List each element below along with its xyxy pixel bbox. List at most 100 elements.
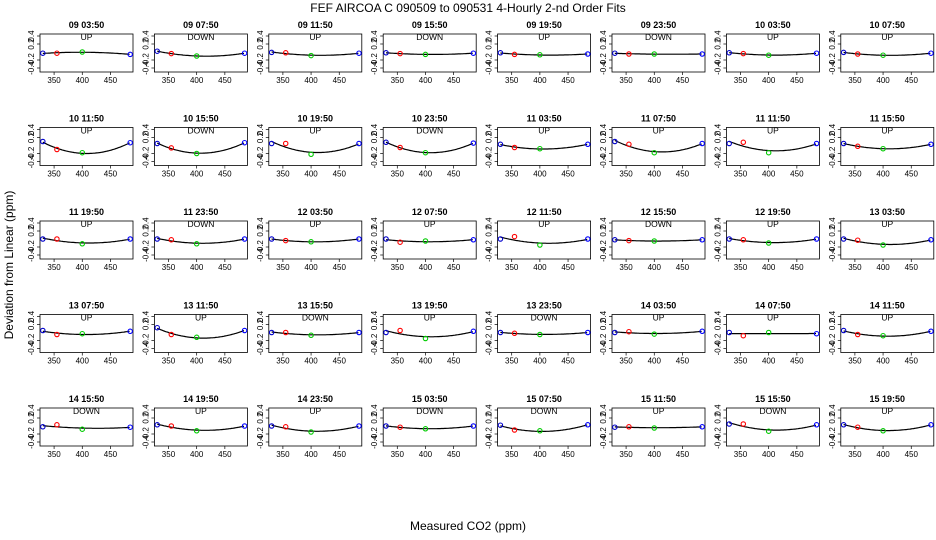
x-tick-label: 450 [905, 263, 919, 272]
y-tick-label: 0.2 [141, 412, 150, 424]
x-tick-label: 400 [419, 170, 433, 179]
y-tick-label: -0.2 [256, 333, 265, 347]
panel-frame [726, 407, 820, 447]
data-point [241, 423, 248, 429]
y-tick-label: -0.4 [599, 61, 608, 75]
y-tick-label: -0.2 [485, 240, 494, 254]
panel: 15 15:50 DOWN 350 400 450 -0.4-0.2 0.20.4 [713, 394, 820, 459]
y-tick-label: -0.4 [141, 154, 150, 168]
y-tick-label: 0.4 [370, 217, 379, 229]
y-tick-label: -0.4 [828, 61, 837, 75]
panel-direction: UP [81, 32, 93, 42]
data-point [308, 332, 314, 339]
panel-title: 15 07:50 [526, 394, 562, 404]
x-tick-label: 400 [876, 357, 890, 366]
x-tick-label: 400 [419, 263, 433, 272]
x-axis-label: Measured CO2 (ppm) [410, 519, 526, 533]
y-tick-label: 0.4 [713, 123, 722, 135]
x-tick-label: 450 [790, 357, 804, 366]
panel-frame [39, 220, 134, 260]
data-point [699, 237, 705, 243]
x-tick-label: 400 [876, 450, 890, 459]
panel: 10 23:50 DOWN 350 400 450 -0.4-0.2 0.20.4 [370, 114, 477, 179]
panel-direction: UP [81, 219, 93, 229]
panel-frame [840, 127, 935, 166]
data-point [880, 52, 886, 58]
x-tick-label: 400 [190, 76, 204, 85]
data-point [537, 331, 543, 338]
panel: 14 07:50 UP 350 400 450 -0.4-0.2 0.20.4 [713, 301, 820, 366]
data-point [928, 50, 934, 56]
data-point [740, 139, 747, 146]
panel-frame [268, 407, 363, 447]
panel: 14 15:50 DOWN 350 400 450 -0.4-0.2 0.20.4 [27, 394, 134, 459]
x-tick-label: 350 [505, 450, 519, 459]
panel-title: 11 07:50 [641, 114, 676, 124]
panel-frame [840, 314, 935, 353]
fit-curve [157, 237, 245, 244]
y-tick-label: 0.2 [599, 225, 608, 237]
y-tick-label: 0.4 [828, 310, 837, 322]
fit-curve [385, 239, 473, 243]
panel-direction: DOWN [73, 406, 100, 416]
x-tick-label: 400 [76, 76, 90, 85]
panel: 09 19:50 UP 350 400 450 -0.4-0.2 0.20.4 [485, 20, 592, 85]
data-point [127, 51, 133, 58]
x-tick-label: 450 [218, 263, 232, 272]
y-tick-label: -0.2 [27, 146, 36, 160]
data-point [585, 141, 591, 148]
y-tick-label: -0.2 [141, 333, 150, 347]
panel-direction: UP [538, 219, 550, 229]
y-tick-label: -0.2 [256, 240, 265, 254]
data-point [79, 426, 86, 432]
data-point [840, 140, 847, 147]
data-point [880, 428, 886, 434]
fit-curve [42, 141, 130, 155]
fit-curve [156, 327, 245, 339]
x-tick-label: 400 [762, 263, 776, 272]
y-tick-label: -0.2 [599, 146, 608, 160]
panel-title: 09 15:50 [412, 20, 448, 30]
y-tick-label: -0.4 [599, 154, 608, 168]
y-tick-label: 0.4 [485, 310, 494, 322]
x-tick-label: 400 [876, 76, 890, 85]
panel-frame [153, 33, 248, 73]
y-tick-label: -0.4 [713, 435, 722, 449]
panel-frame [382, 407, 477, 447]
fit-curve [500, 236, 588, 244]
y-tick-label: -0.2 [828, 427, 837, 441]
x-tick-label: 400 [190, 170, 204, 179]
y-tick-label: -0.4 [141, 248, 150, 262]
x-tick-label: 400 [304, 263, 318, 272]
y-tick-label: 0.4 [141, 310, 150, 322]
y-tick-label: -0.2 [141, 240, 150, 254]
x-tick-label: 350 [734, 263, 748, 272]
data-point [422, 335, 429, 342]
x-tick-label: 400 [762, 450, 776, 459]
data-point [282, 50, 289, 56]
data-point [282, 329, 289, 336]
x-tick-label: 450 [104, 170, 118, 179]
y-tick-label: 0.2 [713, 131, 722, 143]
y-tick-label: -0.4 [485, 435, 494, 449]
data-point [241, 50, 248, 56]
x-tick-label: 450 [447, 263, 461, 272]
panel-frame [39, 127, 134, 166]
y-tick-label: -0.2 [828, 53, 837, 67]
y-tick-label: -0.2 [485, 146, 494, 160]
x-tick-label: 400 [76, 357, 90, 366]
x-tick-label: 400 [533, 357, 547, 366]
y-tick-label: 0.2 [256, 318, 265, 330]
panel-title: 12 07:50 [412, 207, 448, 217]
data-point [397, 327, 403, 334]
y-tick-label: 0.4 [828, 404, 837, 416]
x-tick-label: 450 [333, 170, 347, 179]
x-tick-label: 400 [190, 357, 204, 366]
y-tick-label: 0.2 [370, 131, 379, 143]
panel: 12 15:50 DOWN 350 400 450 -0.4-0.2 0.20.4 [599, 207, 706, 272]
panel-frame [153, 314, 248, 353]
data-point [612, 138, 618, 145]
data-point [40, 50, 46, 56]
panel-direction: UP [81, 126, 93, 136]
y-tick-label: 0.4 [141, 404, 150, 416]
